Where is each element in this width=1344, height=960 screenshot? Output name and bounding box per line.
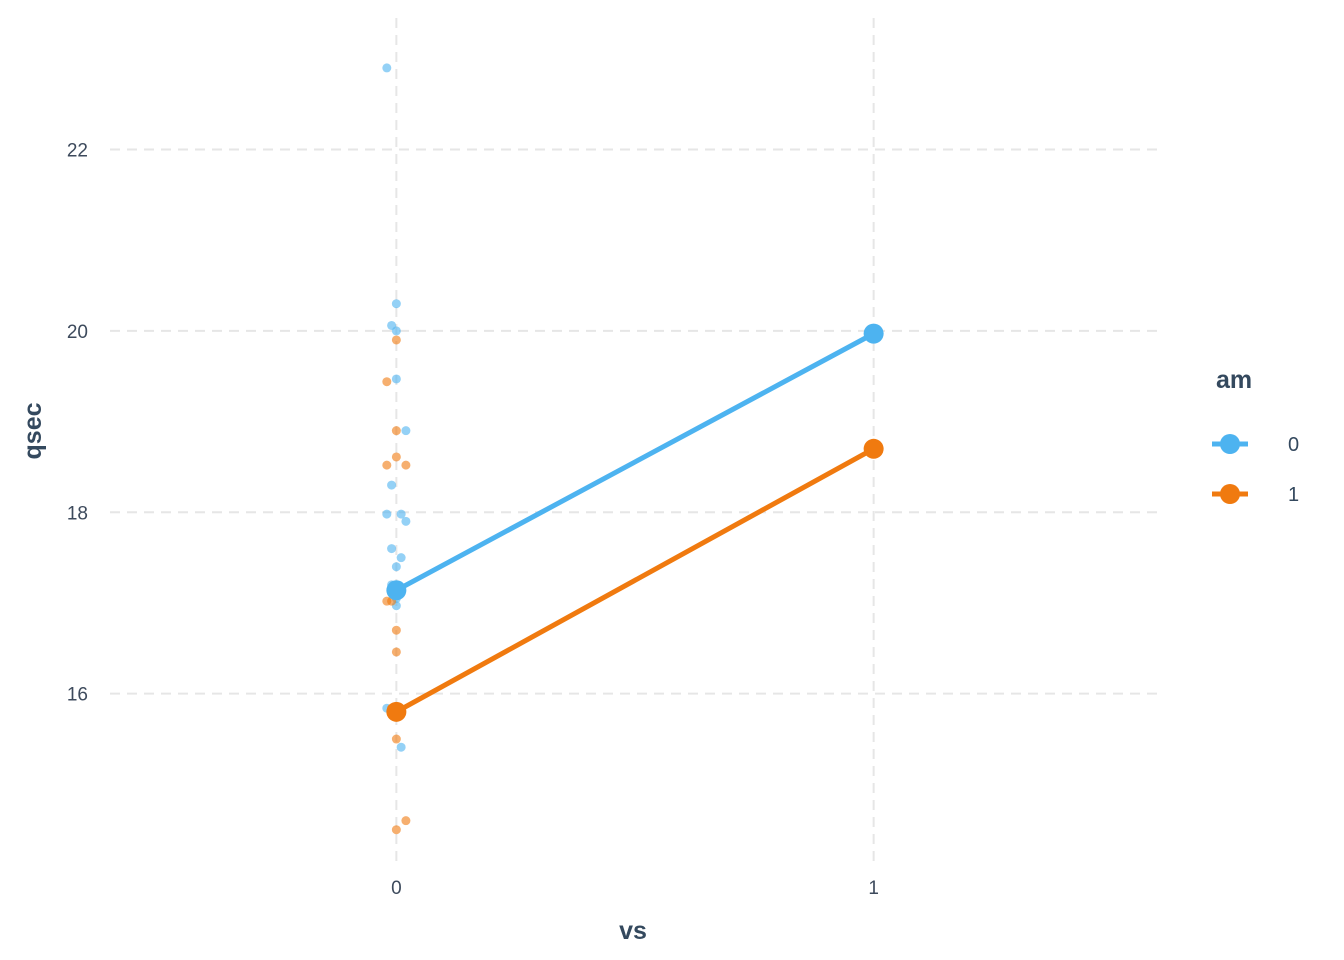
data-point bbox=[391, 299, 401, 309]
y-tick-label: 18 bbox=[67, 503, 88, 524]
data-point bbox=[401, 516, 411, 526]
y-tick-label: 20 bbox=[67, 322, 88, 343]
data-point bbox=[401, 816, 411, 826]
data-point bbox=[382, 377, 392, 387]
data-point bbox=[391, 825, 401, 835]
data-point bbox=[387, 480, 397, 490]
y-tick-label: 16 bbox=[67, 685, 88, 706]
legend-key-marker bbox=[1220, 484, 1240, 504]
series-line bbox=[393, 331, 877, 593]
series-lines bbox=[393, 331, 877, 715]
data-point bbox=[382, 509, 392, 519]
data-point bbox=[396, 742, 406, 752]
data-point bbox=[391, 335, 401, 345]
y-tick-label: 22 bbox=[67, 141, 88, 162]
tick-labels: 16 18 20 22 0 1 bbox=[67, 141, 879, 899]
mean-point bbox=[386, 580, 407, 601]
data-point bbox=[391, 734, 401, 744]
legend: am 0 1 bbox=[1212, 366, 1299, 506]
data-point bbox=[391, 562, 401, 572]
y-axis-title: qsec bbox=[19, 402, 47, 459]
legend-key-marker bbox=[1220, 434, 1240, 454]
data-point bbox=[382, 63, 392, 73]
mean-point bbox=[386, 701, 407, 722]
data-point bbox=[391, 452, 401, 462]
data-point bbox=[396, 509, 406, 519]
series-line bbox=[393, 446, 877, 715]
data-point bbox=[387, 544, 397, 554]
data-point bbox=[401, 460, 411, 470]
gridlines bbox=[110, 18, 1160, 866]
x-axis-title: vs bbox=[619, 917, 647, 945]
x-tick-label: 0 bbox=[391, 878, 402, 899]
data-points bbox=[382, 63, 411, 835]
data-point bbox=[391, 426, 401, 436]
data-point bbox=[391, 647, 401, 657]
data-point bbox=[391, 625, 401, 635]
data-point bbox=[382, 460, 392, 470]
mean-points bbox=[386, 323, 884, 722]
legend-label: 0 bbox=[1288, 434, 1299, 456]
data-point bbox=[391, 374, 401, 384]
mean-point bbox=[863, 323, 884, 344]
mean-point bbox=[863, 438, 884, 459]
data-point bbox=[396, 553, 406, 563]
data-point bbox=[401, 426, 411, 436]
legend-title: am bbox=[1216, 366, 1252, 394]
x-tick-label: 1 bbox=[868, 878, 879, 899]
data-point bbox=[391, 326, 401, 336]
legend-label: 1 bbox=[1288, 484, 1299, 506]
